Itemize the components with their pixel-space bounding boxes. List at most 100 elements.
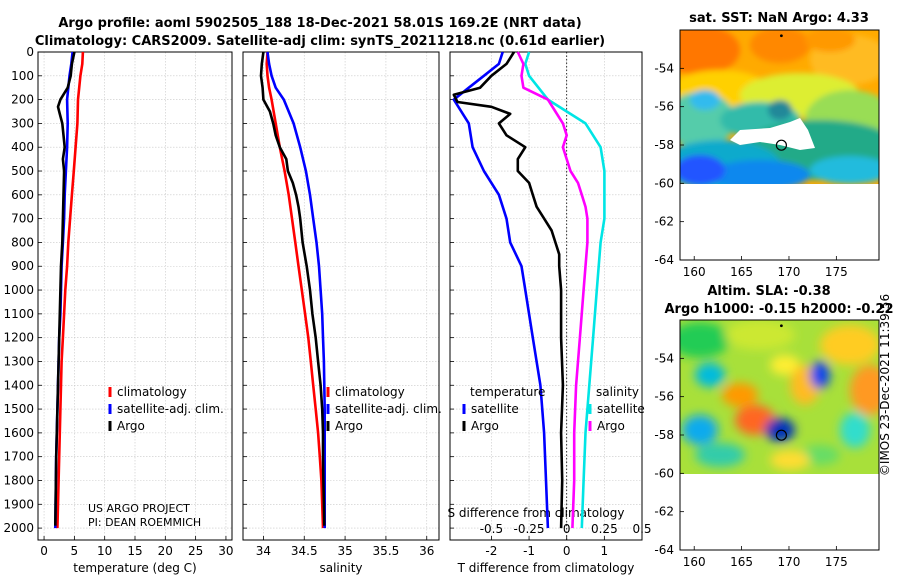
x-tick-label: 25 bbox=[188, 544, 203, 558]
s-tick-label: -0.5 bbox=[480, 522, 503, 536]
y-tick-label: 1500 bbox=[3, 402, 34, 416]
s-tick-label: -0.25 bbox=[514, 522, 545, 536]
map-y-tick-label: -62 bbox=[654, 215, 674, 229]
x-tick-label: 5 bbox=[71, 544, 79, 558]
map-x-tick-label: 170 bbox=[778, 265, 801, 279]
y-tick-label: 700 bbox=[11, 212, 34, 226]
legend-label: climatology bbox=[117, 385, 187, 399]
s-axis-label: S difference from climatology bbox=[448, 506, 625, 520]
temperature-panel: 0 5 10 15 20 25 30 temperature (deg C) 0 100 200 30… bbox=[3, 45, 233, 575]
legend-label: Argo bbox=[471, 419, 499, 433]
map-y-tick-label: -56 bbox=[654, 390, 674, 404]
map-x-tick-label: 160 bbox=[683, 265, 706, 279]
map-y-tick-label: -64 bbox=[654, 253, 674, 267]
y-tick-label: 900 bbox=[11, 259, 34, 273]
sla-map-title2: Argo h1000: -0.15 h2000: -0.22 bbox=[664, 302, 893, 317]
y-tick-label: 1400 bbox=[3, 378, 34, 392]
map-x-tick-label: 175 bbox=[825, 265, 848, 279]
series-line-t-argo bbox=[452, 51, 565, 529]
y-tick-label: 600 bbox=[11, 188, 34, 202]
series-line-satellite-adj-clim- bbox=[266, 51, 326, 529]
series-line-climatology bbox=[265, 51, 325, 529]
x-tick-label: 35.5 bbox=[373, 544, 400, 558]
legend-title-salinity: salinity bbox=[596, 385, 639, 399]
y-tick-label: 1200 bbox=[3, 331, 34, 345]
y-tick-label: 400 bbox=[11, 140, 34, 154]
x-tick-label: 1 bbox=[601, 544, 609, 558]
y-tick-label: 1800 bbox=[3, 473, 34, 487]
s-tick-label: 0 bbox=[563, 522, 571, 536]
legend-title-temperature: temperature bbox=[470, 385, 545, 399]
x-tick-label: 0 bbox=[40, 544, 48, 558]
map-y-tick-label: -54 bbox=[654, 351, 674, 365]
x-tick-label: -2 bbox=[485, 544, 497, 558]
y-tick-label: 1700 bbox=[3, 450, 34, 464]
y-tick-label: 0 bbox=[26, 45, 34, 59]
y-tick-label: 100 bbox=[11, 69, 34, 83]
x-tick-label: 34 bbox=[256, 544, 271, 558]
series-line-climatology bbox=[56, 51, 85, 529]
y-tick-label: 1000 bbox=[3, 283, 34, 297]
legend-label: satellite bbox=[597, 402, 645, 416]
x-tick-label: 35 bbox=[337, 544, 352, 558]
argo-position-marker bbox=[775, 139, 787, 151]
map-y-tick-label: -60 bbox=[654, 466, 674, 480]
map-x-tick-label: 170 bbox=[778, 555, 801, 569]
map-y-tick-label: -64 bbox=[654, 543, 674, 557]
y-tick-label: 300 bbox=[11, 116, 34, 130]
legend-label: satellite bbox=[471, 402, 519, 416]
sst-field bbox=[680, 30, 879, 184]
copyright-label: ©IMOS 23-Dec-2021 11:39:56 bbox=[878, 294, 892, 476]
map-y-tick-label: -60 bbox=[654, 176, 674, 190]
sst-map-axes: 160 165 170 175 -54 -56 -58 -60 -62 -64 bbox=[654, 61, 847, 279]
legend-label: Argo bbox=[117, 419, 145, 433]
y-tick-label: 200 bbox=[11, 93, 34, 107]
axis-frame bbox=[242, 51, 440, 541]
x-axis-label: temperature (deg C) bbox=[73, 561, 196, 575]
y-tick-label: 500 bbox=[11, 164, 34, 178]
map-y-tick-label: -56 bbox=[654, 100, 674, 114]
s-tick-label: 0.5 bbox=[632, 522, 651, 536]
legend-label: Argo bbox=[597, 419, 625, 433]
figure-title-line2: Climatology: CARS2009. Satellite-adj cli… bbox=[35, 34, 605, 49]
map-y-tick-label: -62 bbox=[654, 505, 674, 519]
footer-pi: PI: DEAN ROEMMICH bbox=[88, 516, 201, 529]
x-axis-label: salinity bbox=[319, 561, 362, 575]
series-line-s-argo bbox=[516, 51, 589, 529]
legend-label: climatology bbox=[335, 385, 405, 399]
sla-map-panel: Altim. SLA: -0.38 Argo h1000: -0.15 h200… bbox=[654, 284, 893, 569]
axis-frame bbox=[449, 51, 643, 541]
y-tick-label: 2000 bbox=[3, 521, 34, 535]
difference-panel: -2 -1 0 1 T difference from climatology S dif… bbox=[448, 51, 652, 575]
sst-map-markers bbox=[775, 34, 787, 151]
s-tick-label: 0.25 bbox=[591, 522, 618, 536]
series-line-argo bbox=[259, 51, 326, 526]
argo-position-marker bbox=[775, 429, 787, 441]
series-line-argo bbox=[54, 51, 76, 526]
sla-map-axes: 160 165 170 175 -54 -56 -58 -60 -62 -64 bbox=[654, 351, 847, 569]
legend-label: satellite-adj. clim. bbox=[335, 402, 442, 416]
footer-project: US ARGO PROJECT bbox=[88, 502, 190, 515]
y-tick-label: 1300 bbox=[3, 354, 34, 368]
profile-track-marker bbox=[779, 324, 783, 328]
map-x-tick-label: 175 bbox=[825, 555, 848, 569]
sla-map-markers bbox=[775, 324, 787, 441]
figure-title-line1: Argo profile: aoml 5902505_188 18-Dec-20… bbox=[58, 16, 581, 31]
sst-map-panel: sat. SST: NaN Argo: 4.33 bbox=[654, 11, 880, 279]
y-tick-label: 1100 bbox=[3, 307, 34, 321]
x-tick-label: 10 bbox=[97, 544, 112, 558]
x-tick-label: 20 bbox=[158, 544, 173, 558]
x-tick-label: 30 bbox=[218, 544, 233, 558]
legend-label: Argo bbox=[335, 419, 363, 433]
map-y-tick-label: -58 bbox=[654, 138, 674, 152]
map-x-tick-label: 165 bbox=[730, 265, 753, 279]
y-tick-label: 1900 bbox=[3, 497, 34, 511]
x-axis-label: T difference from climatology bbox=[457, 561, 635, 575]
y-tick-label: 1600 bbox=[3, 426, 34, 440]
sla-field bbox=[680, 320, 879, 474]
map-y-tick-label: -58 bbox=[654, 428, 674, 442]
x-tick-label: 15 bbox=[127, 544, 142, 558]
salinity-panel: 34 34.5 35 35.5 36 salinity climatology satelli… bbox=[242, 51, 442, 575]
